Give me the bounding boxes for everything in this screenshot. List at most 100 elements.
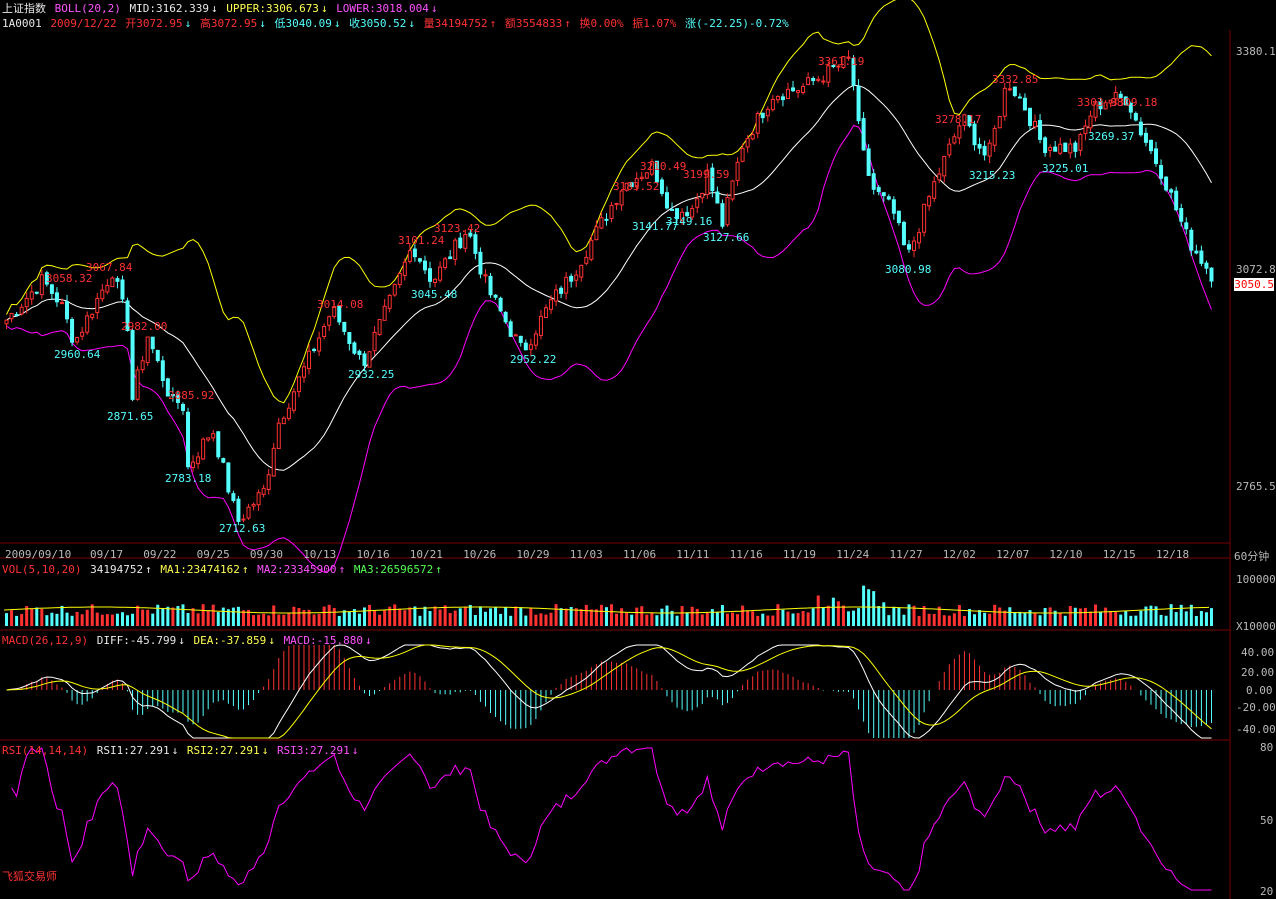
volume-bar (312, 614, 316, 626)
candle-body (528, 344, 533, 350)
volume-bar (852, 610, 856, 626)
candle-body (962, 114, 967, 126)
candle-body (906, 244, 911, 250)
volume-bar (620, 608, 624, 626)
candle-body (4, 319, 9, 325)
volume-bar (146, 609, 150, 626)
candle-body (619, 190, 624, 206)
date-tick-label: 10/29 (516, 548, 550, 561)
volume-bar (151, 613, 155, 626)
candle-body (831, 65, 836, 68)
volume-bar (1073, 607, 1077, 626)
volume-bar (1159, 614, 1163, 626)
candle-body (100, 289, 105, 300)
candle-body (574, 274, 579, 281)
candle-body (841, 56, 846, 69)
swing-high-label: 3183.52 (613, 180, 660, 193)
candle-body (765, 108, 770, 117)
date-tick-label: 11/16 (729, 548, 763, 561)
volume-bar (115, 613, 119, 626)
candle-body (1053, 146, 1058, 152)
date-tick-label: 12/10 (1049, 548, 1083, 561)
volume-bar (962, 615, 966, 626)
volume-bar (922, 605, 926, 626)
volume-bar (191, 608, 195, 626)
candle-body (24, 297, 29, 308)
volume-bar (307, 609, 311, 626)
candle-body (876, 187, 881, 193)
volume-bar (1149, 605, 1153, 626)
candle-body (559, 287, 564, 294)
candle-body (579, 264, 584, 278)
volume-bar (45, 615, 49, 626)
volume-bar (388, 606, 392, 626)
volume-bar (761, 613, 765, 626)
volume-bar (478, 606, 482, 626)
candle-body (135, 369, 140, 400)
candle-body (14, 313, 19, 316)
arrow-up-icon: ↑ (564, 17, 571, 30)
volume-bar (680, 606, 684, 626)
rsi1-value: RSI1:27.291 (96, 744, 170, 757)
candle-body (710, 167, 715, 192)
volume-bar (912, 605, 916, 626)
period-label[interactable]: 60分钟 (1234, 550, 1270, 563)
candle-body (1093, 101, 1098, 118)
volume-bar (231, 607, 235, 626)
candle-body (700, 192, 705, 199)
candle-body (150, 336, 155, 350)
macd-label[interactable]: MACD(26,12,9) (2, 634, 89, 647)
volume-bar (539, 613, 543, 626)
candle-body (372, 331, 377, 352)
quote-date: 2009/12/22 (50, 17, 117, 30)
footer-brand: 飞狐交易师 (2, 870, 57, 883)
quote-turnover: 换0.00% (579, 17, 624, 30)
volume-bar (690, 606, 694, 626)
volume-bar (978, 610, 982, 626)
volume-bar (695, 608, 699, 626)
volume-bar (781, 609, 785, 626)
rsi-label[interactable]: RSI(14,14,14) (2, 744, 89, 757)
volume-bar (176, 606, 180, 626)
candle-body (105, 285, 110, 293)
candle-body (952, 136, 957, 144)
candle-body (775, 95, 780, 101)
candle-body (347, 332, 352, 344)
candle-body (342, 321, 347, 332)
candle-body (392, 283, 397, 296)
volume-bar (604, 607, 608, 626)
candle-body (226, 462, 231, 493)
candle-body (407, 250, 412, 262)
vol-label[interactable]: VOL(5,10,20) (2, 563, 82, 576)
date-tick-label: 12/02 (942, 548, 976, 561)
candle-body (690, 208, 695, 218)
candle-body (382, 305, 387, 321)
candle-body (912, 240, 917, 251)
volume-bar (252, 615, 256, 626)
volume-bar (100, 614, 104, 626)
volume-bar (443, 605, 447, 626)
candle-body (186, 411, 191, 468)
swing-high-label: 3303.98 (1077, 96, 1124, 109)
volume-bar (473, 614, 477, 626)
volume-bar (50, 612, 54, 626)
volume-bar (156, 604, 160, 626)
volume-bar (509, 615, 513, 626)
boll-label[interactable]: BOLL(20,2) (54, 2, 121, 15)
candle-body (312, 348, 317, 352)
volume-bar (171, 607, 175, 626)
candle-body (1133, 113, 1138, 121)
volume-bar (1164, 615, 1168, 626)
candle-body (483, 274, 488, 277)
volume-bar (872, 591, 876, 626)
volume-bar (1104, 607, 1108, 626)
candle-body (896, 210, 901, 224)
candle-body (740, 147, 745, 162)
volume-bar (791, 613, 795, 626)
volume-bar (337, 615, 341, 626)
date-tick-label: 10/16 (356, 548, 390, 561)
candle-body (1007, 88, 1012, 91)
macd-axis-label: 40.00 (1241, 646, 1275, 659)
volume-bar (10, 610, 14, 626)
